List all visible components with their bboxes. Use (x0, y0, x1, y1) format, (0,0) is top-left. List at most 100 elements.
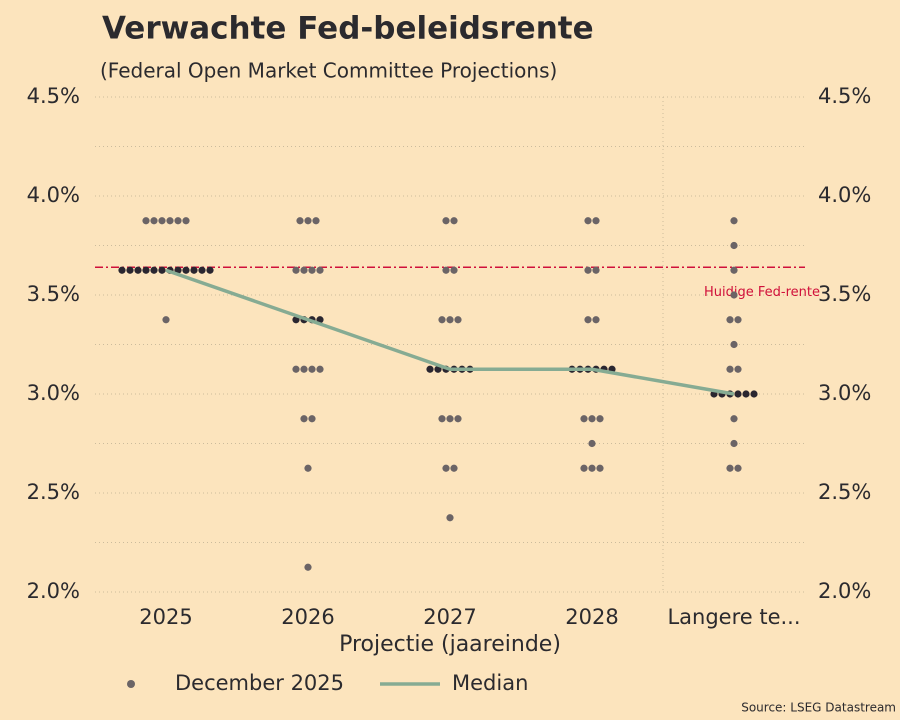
dot (742, 390, 750, 398)
legend-label: Median (452, 671, 528, 695)
y-tick-label-right: 3.0% (818, 381, 871, 405)
dot (730, 217, 738, 225)
y-tick-label: 3.5% (27, 282, 80, 306)
dot (726, 365, 734, 373)
dot (292, 365, 300, 373)
dot (588, 415, 596, 423)
dot (198, 266, 206, 274)
reference-label: Huidige Fed-rente (704, 285, 820, 300)
dot (206, 266, 214, 274)
dot (126, 266, 134, 274)
dot (592, 316, 600, 324)
dot (730, 241, 738, 250)
median-line (165, 268, 735, 396)
dot (308, 365, 316, 373)
x-tick-label: 2025 (139, 605, 192, 629)
dot (450, 464, 458, 472)
dot (158, 217, 166, 225)
dot (296, 217, 304, 225)
dot (174, 217, 182, 225)
dot (438, 316, 446, 324)
dot (730, 340, 738, 349)
y-tick-label: 3.0% (27, 381, 80, 405)
dot (730, 266, 738, 274)
dot (592, 266, 600, 274)
dot (158, 266, 166, 274)
dot (150, 266, 158, 274)
dot (726, 316, 734, 324)
dot (596, 464, 604, 472)
x-tick-label: 2028 (565, 605, 618, 629)
dot (118, 266, 126, 274)
dot (734, 464, 742, 472)
y-tick-label: 4.0% (27, 183, 80, 207)
dot (308, 415, 316, 423)
dot (150, 217, 158, 225)
y-tick-label-right: 2.0% (818, 579, 871, 603)
dot (454, 415, 462, 423)
x-axis-label: Projectie (jaareinde) (339, 632, 561, 657)
dot (588, 464, 596, 472)
dot (446, 316, 454, 324)
dot (734, 316, 742, 324)
dot (446, 514, 454, 522)
dot (300, 365, 308, 373)
dot (730, 291, 738, 299)
dot (592, 217, 600, 225)
legend-label: December 2025 (175, 671, 344, 695)
dot (426, 365, 434, 373)
dot (442, 217, 450, 225)
chart-subtitle: (Federal Open Market Committee Projectio… (100, 59, 557, 83)
x-tick-label: Langere te... (667, 605, 800, 629)
dot (300, 415, 308, 423)
dot (312, 217, 320, 225)
dot (442, 464, 450, 472)
dot (134, 266, 142, 274)
dot (580, 415, 588, 423)
dot (162, 316, 170, 324)
y-tick-label-right: 3.5% (818, 282, 871, 306)
dot (308, 266, 316, 274)
y-tick-label: 4.5% (27, 84, 80, 108)
dot (730, 439, 738, 448)
dot (588, 439, 596, 448)
dot (190, 266, 198, 274)
dot (142, 266, 150, 274)
dot (316, 266, 324, 274)
dot (450, 266, 458, 274)
dot (450, 217, 458, 225)
dot (734, 390, 742, 398)
dot (596, 415, 604, 423)
y-tick-label-right: 4.5% (818, 84, 871, 108)
dot (300, 266, 308, 274)
x-tick-label: 2026 (281, 605, 334, 629)
y-tick-label: 2.0% (27, 579, 80, 603)
dot (438, 415, 446, 423)
dot (726, 464, 734, 472)
dot (292, 266, 300, 274)
dot (182, 266, 190, 274)
dot (580, 464, 588, 472)
dot (304, 464, 312, 472)
dot (584, 316, 592, 324)
dot (142, 217, 150, 225)
dot (182, 217, 190, 225)
dot (304, 217, 312, 225)
legend-dot (127, 680, 135, 688)
y-tick-label-right: 2.5% (818, 480, 871, 504)
dot (584, 217, 592, 225)
dot (584, 266, 592, 274)
source: Source: LSEG Datastream (741, 701, 896, 715)
x-tick-label: 2027 (423, 605, 476, 629)
dot (750, 390, 758, 398)
dot (166, 217, 174, 225)
chart-title: Verwachte Fed-beleidsrente (102, 11, 594, 47)
dot (316, 365, 324, 373)
dot (730, 415, 738, 423)
y-tick-label-right: 4.0% (818, 183, 871, 207)
dot (734, 365, 742, 373)
dot (454, 316, 462, 324)
dot (304, 563, 312, 571)
dot (442, 266, 450, 274)
